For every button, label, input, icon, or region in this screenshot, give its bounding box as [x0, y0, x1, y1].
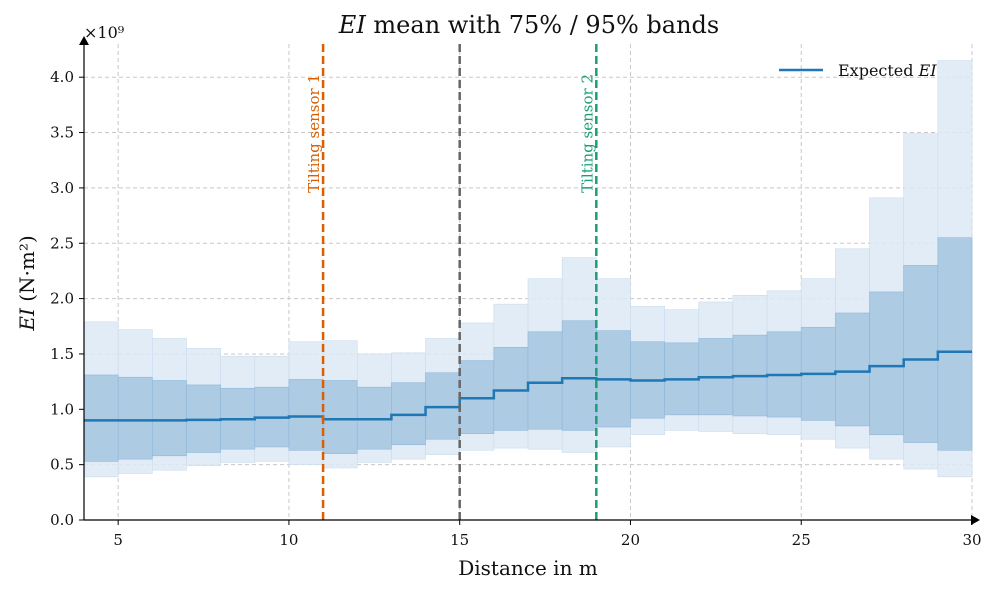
y-tick-label: 0.0	[50, 511, 74, 529]
band-75-bin	[561, 320, 597, 431]
x-axis-arrow	[971, 515, 980, 525]
y-tick-label: 3.0	[50, 179, 74, 197]
vertical-lines: Tilting sensor 1 Tilting sensor 2	[305, 44, 598, 520]
y-tick-label: 1.0	[50, 400, 74, 418]
legend-text: Expected	[838, 61, 919, 80]
x-tick-label: 5	[113, 531, 123, 549]
mean-line	[84, 350, 972, 422]
band-75-bin	[83, 374, 119, 462]
band-75-bin	[288, 379, 324, 451]
legend: Expected EI	[779, 61, 937, 80]
y-axis-title: EI (N·m²)	[15, 235, 39, 331]
y-tick-label: 2.0	[50, 290, 74, 308]
x-tick-label: 25	[792, 531, 811, 549]
band-75-bin	[152, 380, 187, 457]
band-75-bin	[937, 237, 973, 451]
vline-label: Tilting sensor 2	[578, 74, 596, 193]
y-tick-label: 0.5	[50, 456, 74, 474]
y-tick-label: 1.5	[50, 345, 74, 363]
x-tick-label: 30	[962, 531, 981, 549]
legend-label: Expected EI	[838, 61, 937, 80]
band-75-bin	[322, 380, 358, 454]
y-tick-label: 2.5	[50, 234, 74, 252]
band-75-bin	[835, 312, 870, 427]
x-tick-label: 10	[279, 531, 298, 549]
band-75-bin	[903, 265, 939, 443]
x-tick-label: 15	[450, 531, 469, 549]
band-75-bin	[869, 291, 904, 436]
legend-var: EI	[918, 61, 938, 80]
x-axis-title: Distance in m	[458, 556, 598, 580]
y-axis-arrow	[79, 36, 89, 45]
y-axis-unit: (N·m²)	[15, 235, 39, 301]
y-tick-label: 4.0	[50, 68, 74, 86]
vline-label: Tilting sensor 1	[305, 74, 323, 193]
y-multiplier: ×10⁹	[84, 23, 125, 42]
chart-title: EI mean with 75% / 95% bands	[338, 11, 719, 39]
mean-layer	[84, 350, 972, 422]
title-rest: mean with 75% / 95% bands	[366, 11, 719, 39]
band-75-bin	[493, 347, 529, 431]
band-75-bin	[527, 331, 563, 430]
title-var: EI	[338, 11, 367, 39]
band-75-bin	[117, 376, 153, 460]
y-axis-var: EI	[15, 307, 39, 332]
x-tick-label: 20	[621, 531, 640, 549]
y-tick-label: 3.5	[50, 124, 74, 142]
axes: 5 10 15 20 25 30 0.0 0.5 1.0 1.5 2.0 2.5 3.0 3.5 4.0	[50, 36, 982, 549]
